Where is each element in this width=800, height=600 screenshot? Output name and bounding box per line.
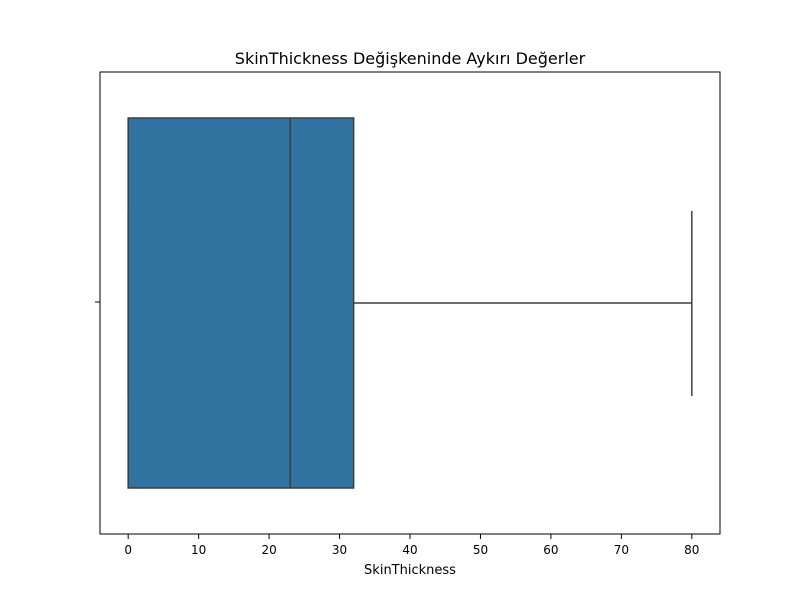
plot-area [127,117,693,489]
chart-title: SkinThickness Değişkeninde Aykırı Değerl… [235,49,586,68]
x-tick-label: 50 [473,543,488,557]
x-tick-label: 0 [124,543,132,557]
x-tick-label: 10 [191,543,206,557]
x-tick-label: 70 [614,543,629,557]
box-iqr [127,117,355,489]
x-axis-ticks: 0 10 20 30 40 50 60 70 80 [124,534,699,557]
x-tick-label: 40 [402,543,417,557]
x-axis-label: SkinThickness [364,563,456,578]
x-tick-label: 80 [684,543,699,557]
x-tick-label: 20 [261,543,276,557]
x-tick-label: 60 [543,543,558,557]
x-tick-label: 30 [332,543,347,557]
